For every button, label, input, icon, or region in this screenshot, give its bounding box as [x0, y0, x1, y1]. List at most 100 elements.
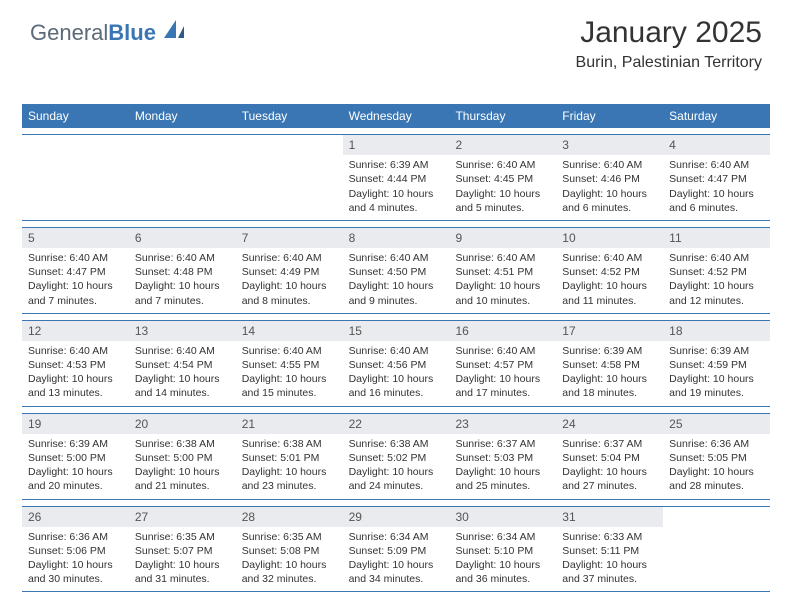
calendar-day-cell: 29Sunrise: 6:34 AMSunset: 5:09 PMDayligh…	[343, 507, 450, 592]
calendar-day-cell: 31Sunrise: 6:33 AMSunset: 5:11 PMDayligh…	[556, 507, 663, 592]
day-body: Sunrise: 6:34 AMSunset: 5:10 PMDaylight:…	[449, 527, 556, 592]
sunrise-text: Sunrise: 6:40 AM	[28, 251, 123, 265]
sunset-text: Sunset: 4:45 PM	[455, 172, 550, 186]
day-number: 1	[343, 135, 450, 155]
day-number: 5	[22, 228, 129, 248]
calendar-day-cell: 1Sunrise: 6:39 AMSunset: 4:44 PMDaylight…	[343, 135, 450, 220]
calendar-week-row: 26Sunrise: 6:36 AMSunset: 5:06 PMDayligh…	[22, 506, 770, 593]
sunset-text: Sunset: 5:01 PM	[242, 451, 337, 465]
calendar-day-cell: 12Sunrise: 6:40 AMSunset: 4:53 PMDayligh…	[22, 321, 129, 406]
sunrise-text: Sunrise: 6:40 AM	[349, 251, 444, 265]
day-body: Sunrise: 6:40 AMSunset: 4:57 PMDaylight:…	[449, 341, 556, 406]
daylight-text: Daylight: 10 hours and 37 minutes.	[562, 558, 657, 586]
sunrise-text: Sunrise: 6:40 AM	[242, 344, 337, 358]
sunset-text: Sunset: 4:56 PM	[349, 358, 444, 372]
calendar-day-cell: 6Sunrise: 6:40 AMSunset: 4:48 PMDaylight…	[129, 228, 236, 313]
day-body: Sunrise: 6:40 AMSunset: 4:48 PMDaylight:…	[129, 248, 236, 313]
calendar-header-cell: Monday	[129, 104, 236, 128]
day-body: Sunrise: 6:40 AMSunset: 4:47 PMDaylight:…	[22, 248, 129, 313]
sunrise-text: Sunrise: 6:40 AM	[455, 251, 550, 265]
day-number: 19	[22, 414, 129, 434]
sunset-text: Sunset: 5:04 PM	[562, 451, 657, 465]
calendar-day-cell: 5Sunrise: 6:40 AMSunset: 4:47 PMDaylight…	[22, 228, 129, 313]
calendar-day-cell: 10Sunrise: 6:40 AMSunset: 4:52 PMDayligh…	[556, 228, 663, 313]
sunset-text: Sunset: 4:55 PM	[242, 358, 337, 372]
day-body: Sunrise: 6:38 AMSunset: 5:01 PMDaylight:…	[236, 434, 343, 499]
sunset-text: Sunset: 4:46 PM	[562, 172, 657, 186]
calendar-day-cell: 13Sunrise: 6:40 AMSunset: 4:54 PMDayligh…	[129, 321, 236, 406]
calendar-day-cell: 19Sunrise: 6:39 AMSunset: 5:00 PMDayligh…	[22, 414, 129, 499]
calendar-header-cell: Thursday	[449, 104, 556, 128]
day-body: Sunrise: 6:40 AMSunset: 4:54 PMDaylight:…	[129, 341, 236, 406]
calendar-day-cell: 8Sunrise: 6:40 AMSunset: 4:50 PMDaylight…	[343, 228, 450, 313]
sunset-text: Sunset: 5:08 PM	[242, 544, 337, 558]
calendar-day-cell: 11Sunrise: 6:40 AMSunset: 4:52 PMDayligh…	[663, 228, 770, 313]
calendar-day-cell: 30Sunrise: 6:34 AMSunset: 5:10 PMDayligh…	[449, 507, 556, 592]
sunset-text: Sunset: 5:03 PM	[455, 451, 550, 465]
day-number: 31	[556, 507, 663, 527]
sunrise-text: Sunrise: 6:40 AM	[135, 251, 230, 265]
sunset-text: Sunset: 4:52 PM	[669, 265, 764, 279]
day-body: Sunrise: 6:36 AMSunset: 5:05 PMDaylight:…	[663, 434, 770, 499]
day-body: Sunrise: 6:33 AMSunset: 5:11 PMDaylight:…	[556, 527, 663, 592]
sunrise-text: Sunrise: 6:36 AM	[28, 530, 123, 544]
calendar-day-cell: 17Sunrise: 6:39 AMSunset: 4:58 PMDayligh…	[556, 321, 663, 406]
daylight-text: Daylight: 10 hours and 27 minutes.	[562, 465, 657, 493]
daylight-text: Daylight: 10 hours and 7 minutes.	[28, 279, 123, 307]
day-number: 25	[663, 414, 770, 434]
daylight-text: Daylight: 10 hours and 17 minutes.	[455, 372, 550, 400]
sunset-text: Sunset: 4:57 PM	[455, 358, 550, 372]
day-body: Sunrise: 6:40 AMSunset: 4:53 PMDaylight:…	[22, 341, 129, 406]
sunrise-text: Sunrise: 6:33 AM	[562, 530, 657, 544]
daylight-text: Daylight: 10 hours and 11 minutes.	[562, 279, 657, 307]
sunrise-text: Sunrise: 6:39 AM	[562, 344, 657, 358]
sunset-text: Sunset: 4:47 PM	[669, 172, 764, 186]
sunset-text: Sunset: 4:54 PM	[135, 358, 230, 372]
sunset-text: Sunset: 5:00 PM	[135, 451, 230, 465]
sunrise-text: Sunrise: 6:40 AM	[135, 344, 230, 358]
sunrise-text: Sunrise: 6:40 AM	[669, 251, 764, 265]
day-number: 21	[236, 414, 343, 434]
daylight-text: Daylight: 10 hours and 16 minutes.	[349, 372, 444, 400]
day-number: 14	[236, 321, 343, 341]
sunset-text: Sunset: 4:48 PM	[135, 265, 230, 279]
calendar-week-row: 1Sunrise: 6:39 AMSunset: 4:44 PMDaylight…	[22, 134, 770, 221]
day-number: 20	[129, 414, 236, 434]
sunrise-text: Sunrise: 6:38 AM	[242, 437, 337, 451]
day-number: 29	[343, 507, 450, 527]
day-body: Sunrise: 6:34 AMSunset: 5:09 PMDaylight:…	[343, 527, 450, 592]
day-number: 27	[129, 507, 236, 527]
daylight-text: Daylight: 10 hours and 23 minutes.	[242, 465, 337, 493]
day-body: Sunrise: 6:39 AMSunset: 5:00 PMDaylight:…	[22, 434, 129, 499]
day-body: Sunrise: 6:40 AMSunset: 4:55 PMDaylight:…	[236, 341, 343, 406]
day-number: 12	[22, 321, 129, 341]
calendar-day-cell: 22Sunrise: 6:38 AMSunset: 5:02 PMDayligh…	[343, 414, 450, 499]
sunrise-text: Sunrise: 6:40 AM	[28, 344, 123, 358]
daylight-text: Daylight: 10 hours and 34 minutes.	[349, 558, 444, 586]
calendar-day-cell: 23Sunrise: 6:37 AMSunset: 5:03 PMDayligh…	[449, 414, 556, 499]
day-number: 11	[663, 228, 770, 248]
sunset-text: Sunset: 5:02 PM	[349, 451, 444, 465]
calendar-day-cell: 14Sunrise: 6:40 AMSunset: 4:55 PMDayligh…	[236, 321, 343, 406]
sunrise-text: Sunrise: 6:40 AM	[455, 344, 550, 358]
sunset-text: Sunset: 5:07 PM	[135, 544, 230, 558]
calendar-header-cell: Wednesday	[343, 104, 450, 128]
sunset-text: Sunset: 5:09 PM	[349, 544, 444, 558]
day-number: 16	[449, 321, 556, 341]
daylight-text: Daylight: 10 hours and 36 minutes.	[455, 558, 550, 586]
day-body: Sunrise: 6:40 AMSunset: 4:52 PMDaylight:…	[556, 248, 663, 313]
location-subtitle: Burin, Palestinian Territory	[576, 54, 762, 72]
calendar-week-row: 12Sunrise: 6:40 AMSunset: 4:53 PMDayligh…	[22, 320, 770, 407]
daylight-text: Daylight: 10 hours and 31 minutes.	[135, 558, 230, 586]
sunset-text: Sunset: 5:06 PM	[28, 544, 123, 558]
sunset-text: Sunset: 5:11 PM	[562, 544, 657, 558]
daylight-text: Daylight: 10 hours and 6 minutes.	[669, 187, 764, 215]
sunset-text: Sunset: 4:53 PM	[28, 358, 123, 372]
daylight-text: Daylight: 10 hours and 13 minutes.	[28, 372, 123, 400]
sunset-text: Sunset: 4:50 PM	[349, 265, 444, 279]
logo-text-general: General	[30, 20, 108, 46]
sunset-text: Sunset: 4:47 PM	[28, 265, 123, 279]
day-body: Sunrise: 6:40 AMSunset: 4:50 PMDaylight:…	[343, 248, 450, 313]
daylight-text: Daylight: 10 hours and 5 minutes.	[455, 187, 550, 215]
day-body: Sunrise: 6:36 AMSunset: 5:06 PMDaylight:…	[22, 527, 129, 592]
